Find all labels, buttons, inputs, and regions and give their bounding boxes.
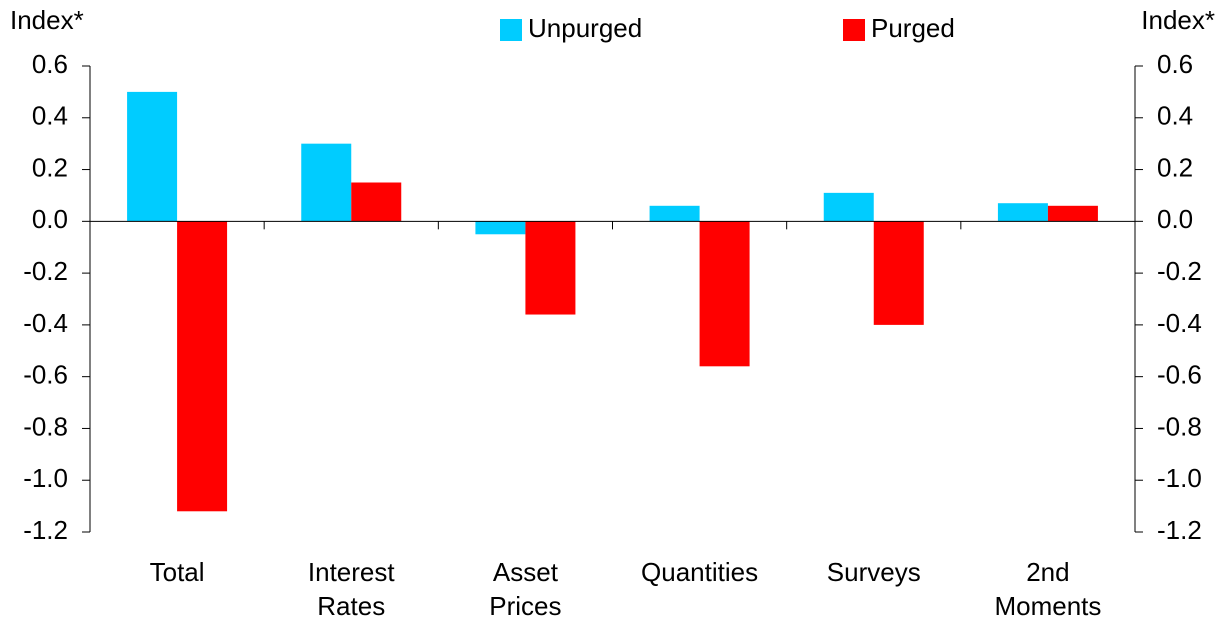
y-tick-label: -1.2 [23,515,68,545]
y2-tick-label: 0.6 [1157,49,1193,79]
y2-tick-label: -1.2 [1157,515,1202,545]
bar [351,182,402,222]
y-tick-label: 0.2 [32,152,68,182]
y2-tick-label: -0.2 [1157,256,1202,286]
y-tick-label: 0.0 [32,204,68,234]
y-tick-label: -0.2 [23,256,68,286]
y-tick-label: -0.4 [23,308,68,338]
y2-tick-label: -1.0 [1157,463,1202,493]
y2-tick-label: 0.2 [1157,152,1193,182]
x-tick-label: Asset [493,557,559,587]
y-axis-label: Index* [10,5,84,35]
bar [823,192,874,222]
y2-axis-label: Index* [1141,5,1215,35]
x-tick-label: 2nd [1026,557,1069,587]
y2-tick-label: 0.0 [1157,204,1193,234]
bar [177,221,228,512]
bar [873,221,924,325]
x-tick-label: Moments [994,591,1101,621]
y-tick-label: -0.6 [23,360,68,390]
x-tick-label: Total [150,557,205,587]
bar [475,221,526,235]
y2-tick-label: -0.4 [1157,308,1202,338]
y-tick-label: -0.8 [23,411,68,441]
y-tick-label: 0.6 [32,49,68,79]
y-tick-label: -1.0 [23,463,68,493]
y-tick-label: 0.4 [32,101,68,131]
x-tick-label: Quantities [641,557,758,587]
legend-swatch [500,19,522,41]
y2-tick-label: 0.4 [1157,101,1193,131]
legend-label: Purged [871,13,955,43]
x-tick-label: Prices [489,591,561,621]
bar [997,203,1048,222]
y2-tick-label: -0.8 [1157,411,1202,441]
bar [127,91,178,222]
bar [699,221,750,367]
bar [649,205,700,222]
bar [301,143,352,222]
legend-label: Unpurged [528,13,642,43]
x-tick-label: Rates [317,591,385,621]
y2-tick-label: -0.6 [1157,360,1202,390]
bar [525,221,576,315]
bar [1047,205,1098,222]
x-tick-label: Interest [308,557,395,587]
legend-swatch [843,19,865,41]
x-tick-label: Surveys [827,557,921,587]
